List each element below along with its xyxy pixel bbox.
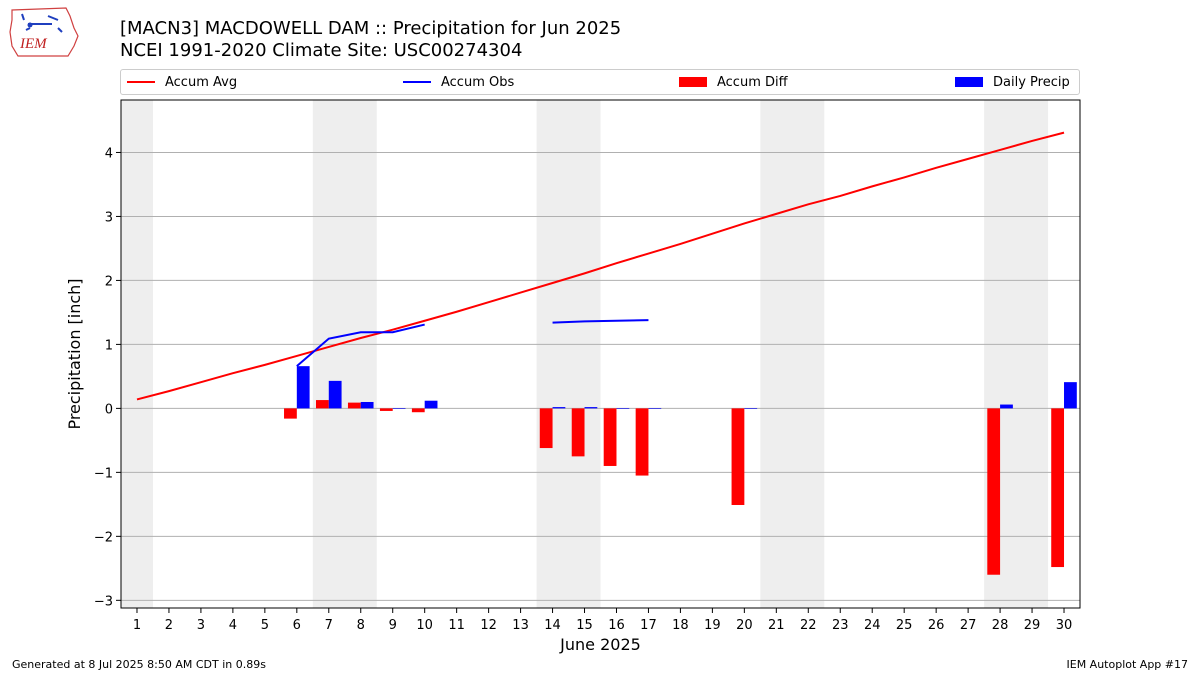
bar-daily-precip (616, 408, 630, 409)
weekend-shading-2 (536, 100, 601, 608)
x-tick-label: 23 (832, 618, 849, 633)
bar-accum-diff (731, 408, 745, 505)
x-tick-label: 15 (576, 618, 593, 633)
x-tick-label: 5 (261, 618, 269, 633)
logo-text: IEM (19, 36, 48, 52)
x-tick-label: 2 (165, 618, 173, 633)
x-tick-label: 6 (293, 618, 301, 633)
bar-accum-diff (571, 408, 585, 457)
chart-legend: Accum Avg Accum Obs Accum Diff Daily Pre… (120, 69, 1080, 95)
x-tick-label: 9 (389, 618, 397, 633)
bar-daily-precip (584, 407, 598, 409)
bar-daily-precip (360, 401, 374, 409)
bar-accum-diff (284, 408, 297, 419)
bar-accum-diff (315, 400, 329, 409)
y-tick-label: −2 (94, 530, 113, 545)
x-tick-label: 16 (608, 618, 625, 633)
x-tick-label: 13 (512, 618, 529, 633)
x-tick-label: 10 (416, 618, 433, 633)
y-tick-label: 1 (105, 338, 113, 353)
generated-note: Generated at 8 Jul 2025 8:50 AM CDT in 0… (12, 658, 266, 671)
x-tick-label: 19 (704, 618, 721, 633)
x-tick-label: 12 (480, 618, 497, 633)
bar-daily-precip (648, 408, 662, 409)
bar-accum-diff (539, 408, 553, 449)
weekend-shading-3 (760, 100, 825, 608)
legend-item-accum-avg: Accum Avg (127, 70, 237, 94)
x-tick-label: 27 (960, 618, 977, 633)
y-axis-label: Precipitation [inch] (65, 278, 84, 429)
bar-daily-precip (744, 408, 758, 409)
x-tick-label: 4 (229, 618, 237, 633)
legend-swatch-daily-precip (955, 77, 983, 87)
weekend-shading-0 (121, 100, 153, 608)
bar-daily-precip (1000, 404, 1013, 409)
x-tick-label: 30 (1056, 618, 1073, 633)
weekend-shading-4 (984, 100, 1049, 608)
x-tick-label: 3 (197, 618, 205, 633)
bar-daily-precip (328, 380, 342, 409)
x-axis-label: June 2025 (559, 635, 641, 654)
bar-daily-precip (392, 408, 406, 409)
bar-daily-precip (296, 366, 310, 409)
weekend-shading-1 (312, 100, 377, 608)
bar-accum-diff (635, 408, 649, 476)
y-tick-label: −3 (94, 594, 113, 609)
bar-accum-diff (379, 408, 393, 411)
chart-title: [MACN3] MACDOWELL DAM :: Precipitation f… (120, 18, 622, 39)
bar-daily-precip (552, 407, 566, 409)
x-tick-label: 29 (1024, 618, 1041, 633)
x-tick-label: 24 (864, 618, 881, 633)
bar-daily-precip (424, 400, 438, 409)
y-tick-label: 4 (105, 146, 113, 161)
x-tick-label: 1 (133, 618, 141, 633)
y-tick-label: −1 (94, 466, 113, 481)
x-tick-label: 25 (896, 618, 913, 633)
line-accum-avg (136, 131, 1065, 401)
x-tick-label: 20 (736, 618, 753, 633)
line-accum-obs (552, 319, 649, 324)
y-tick-label: 3 (105, 210, 113, 225)
legend-label-accum-avg: Accum Avg (165, 74, 238, 90)
app-note: IEM Autoplot App #17 (1066, 658, 1189, 671)
legend-label-daily-precip: Daily Precip (993, 74, 1070, 90)
x-tick-label: 18 (672, 618, 689, 633)
legend-label-accum-obs: Accum Obs (441, 74, 515, 90)
bar-accum-diff (603, 408, 617, 466)
plot-frame (120, 99, 1081, 609)
line-accum-obs (296, 323, 425, 367)
x-tick-label: 7 (325, 618, 333, 633)
chart-subtitle: NCEI 1991-2020 Climate Site: USC00274304 (120, 40, 523, 61)
legend-swatch-accum-diff (679, 77, 707, 87)
x-tick-label: 17 (640, 618, 657, 633)
x-tick-label: 28 (992, 618, 1009, 633)
y-tick-label: 2 (105, 274, 113, 289)
y-tick-label: 0 (105, 402, 113, 417)
legend-swatch-accum-avg (127, 81, 155, 83)
legend-swatch-accum-obs (403, 81, 431, 83)
iem-logo: IEM (9, 7, 79, 57)
legend-item-daily-precip: Daily Precip (955, 70, 1070, 94)
bar-accum-diff (347, 402, 361, 409)
x-tick-label: 22 (800, 618, 817, 633)
legend-item-accum-obs: Accum Obs (403, 70, 514, 94)
bar-accum-diff (411, 408, 425, 413)
x-tick-label: 8 (357, 618, 365, 633)
bar-daily-precip (1064, 382, 1077, 409)
legend-item-accum-diff: Accum Diff (679, 70, 788, 94)
x-tick-label: 21 (768, 618, 785, 633)
bar-accum-diff (1051, 408, 1065, 568)
x-tick-label: 26 (928, 618, 945, 633)
legend-label-accum-diff: Accum Diff (717, 74, 788, 90)
x-tick-label: 14 (544, 618, 561, 633)
bar-accum-diff (987, 408, 1001, 575)
x-tick-label: 11 (448, 618, 465, 633)
